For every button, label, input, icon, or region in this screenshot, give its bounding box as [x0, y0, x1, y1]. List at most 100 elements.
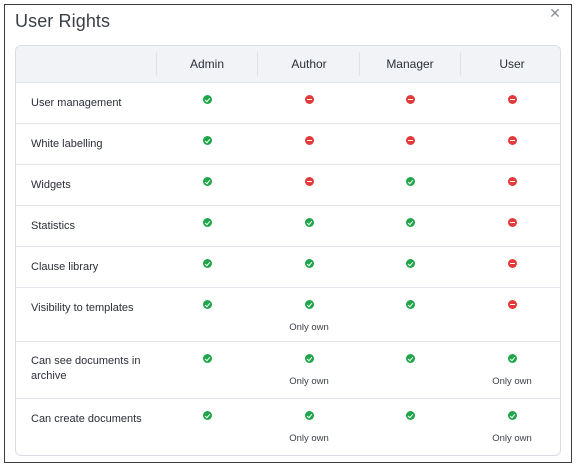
permission-note: Only own: [289, 376, 329, 387]
table-header: Admin Author Manager User: [16, 46, 560, 83]
check-circle-icon: [405, 218, 415, 227]
minus-circle-icon: [507, 136, 517, 145]
permission-cell: [157, 218, 257, 236]
header-separator: [359, 52, 360, 76]
minus-circle-icon: [304, 177, 314, 186]
permission-cell: [360, 411, 460, 429]
permission-cell: [360, 177, 460, 195]
check-circle-icon: [202, 136, 212, 145]
column-header-author: Author: [291, 57, 327, 71]
permission-cell: [462, 136, 560, 154]
table-row: White labelling: [16, 123, 560, 164]
header-separator: [460, 52, 461, 76]
permission-cell: [157, 411, 257, 429]
permission-cell: [157, 177, 257, 195]
dialog-title: User Rights: [15, 11, 111, 31]
check-circle-icon: [405, 177, 415, 186]
user-rights-dialog: User Rights ✕ Admin Author Manager User Use…: [4, 4, 572, 463]
check-circle-icon: [405, 300, 415, 309]
row-divider: [16, 287, 560, 288]
check-circle-icon: [304, 300, 314, 309]
check-circle-icon: [202, 259, 212, 268]
permission-cell: [259, 259, 359, 277]
permission-cell: [259, 95, 359, 113]
row-label: Statistics: [31, 220, 76, 232]
minus-circle-icon: [405, 136, 415, 145]
minus-circle-icon: [507, 95, 517, 104]
minus-circle-icon: [507, 177, 517, 186]
permission-cell: Only own: [462, 354, 560, 387]
row-label: Widgets: [31, 179, 71, 191]
permission-cell: Only own: [259, 411, 359, 444]
check-circle-icon: [304, 354, 314, 363]
permission-cell: [360, 95, 460, 113]
permission-cell: [462, 300, 560, 318]
permission-cell: [157, 136, 257, 154]
table-row: Visibility to templates Only own: [16, 287, 560, 341]
permission-cell: [360, 218, 460, 236]
minus-circle-icon: [405, 95, 415, 104]
close-icon[interactable]: ✕: [549, 5, 561, 21]
column-header-admin: Admin: [189, 57, 224, 71]
permission-note: Only own: [492, 376, 532, 387]
permission-cell: [462, 259, 560, 277]
row-divider: [16, 205, 560, 206]
minus-circle-icon: [507, 218, 517, 227]
permission-cell: [462, 95, 560, 113]
rights-table: Admin Author Manager User User management Wh…: [15, 45, 561, 456]
row-divider: [16, 246, 560, 247]
permission-cell: [259, 136, 359, 154]
minus-circle-icon: [304, 136, 314, 145]
permission-cell: [259, 177, 359, 195]
table-row: Statistics: [16, 205, 560, 246]
table-row: Can create documents Only own Only own: [16, 398, 560, 455]
check-circle-icon: [304, 259, 314, 268]
permission-cell: [462, 177, 560, 195]
row-divider: [16, 123, 560, 124]
header-separator: [257, 52, 258, 76]
check-circle-icon: [405, 354, 415, 363]
row-label: Can create documents: [31, 413, 142, 425]
check-circle-icon: [202, 218, 212, 227]
table-row: User management: [16, 82, 560, 123]
row-divider: [16, 341, 560, 342]
minus-circle-icon: [507, 259, 517, 268]
column-header-user: User: [499, 57, 525, 71]
table-row: Can see documents in archive Only own Only…: [16, 341, 560, 398]
check-circle-icon: [202, 354, 212, 363]
permission-cell: [259, 218, 359, 236]
check-circle-icon: [202, 411, 212, 420]
permission-cell: [157, 259, 257, 277]
permission-cell: Only own: [462, 411, 560, 444]
row-label: Visibility to templates: [31, 302, 134, 314]
minus-circle-icon: [304, 95, 314, 104]
row-label: Can see documents in archive: [31, 355, 141, 382]
permission-cell: [360, 259, 460, 277]
check-circle-icon: [202, 177, 212, 186]
permission-cell: [360, 300, 460, 318]
row-label: User management: [31, 97, 122, 109]
check-circle-icon: [405, 411, 415, 420]
row-divider: [16, 164, 560, 165]
check-circle-icon: [202, 300, 212, 309]
row-label: Clause library: [31, 261, 99, 273]
permission-cell: Only own: [259, 354, 359, 387]
permission-cell: [157, 95, 257, 113]
row-divider: [16, 398, 560, 399]
permission-cell: [360, 136, 460, 154]
permission-cell: [157, 300, 257, 318]
permission-cell: Only own: [259, 300, 359, 333]
check-circle-icon: [202, 95, 212, 104]
row-label: White labelling: [31, 138, 103, 150]
permission-cell: [360, 354, 460, 372]
permission-cell: [462, 218, 560, 236]
table-row: Clause library: [16, 246, 560, 287]
minus-circle-icon: [507, 300, 517, 309]
permission-note: Only own: [289, 433, 329, 444]
check-circle-icon: [304, 218, 314, 227]
permission-note: Only own: [492, 433, 532, 444]
permission-note: Only own: [289, 322, 329, 333]
check-circle-icon: [507, 411, 517, 420]
table-row: Widgets: [16, 164, 560, 205]
header-separator: [156, 52, 157, 76]
